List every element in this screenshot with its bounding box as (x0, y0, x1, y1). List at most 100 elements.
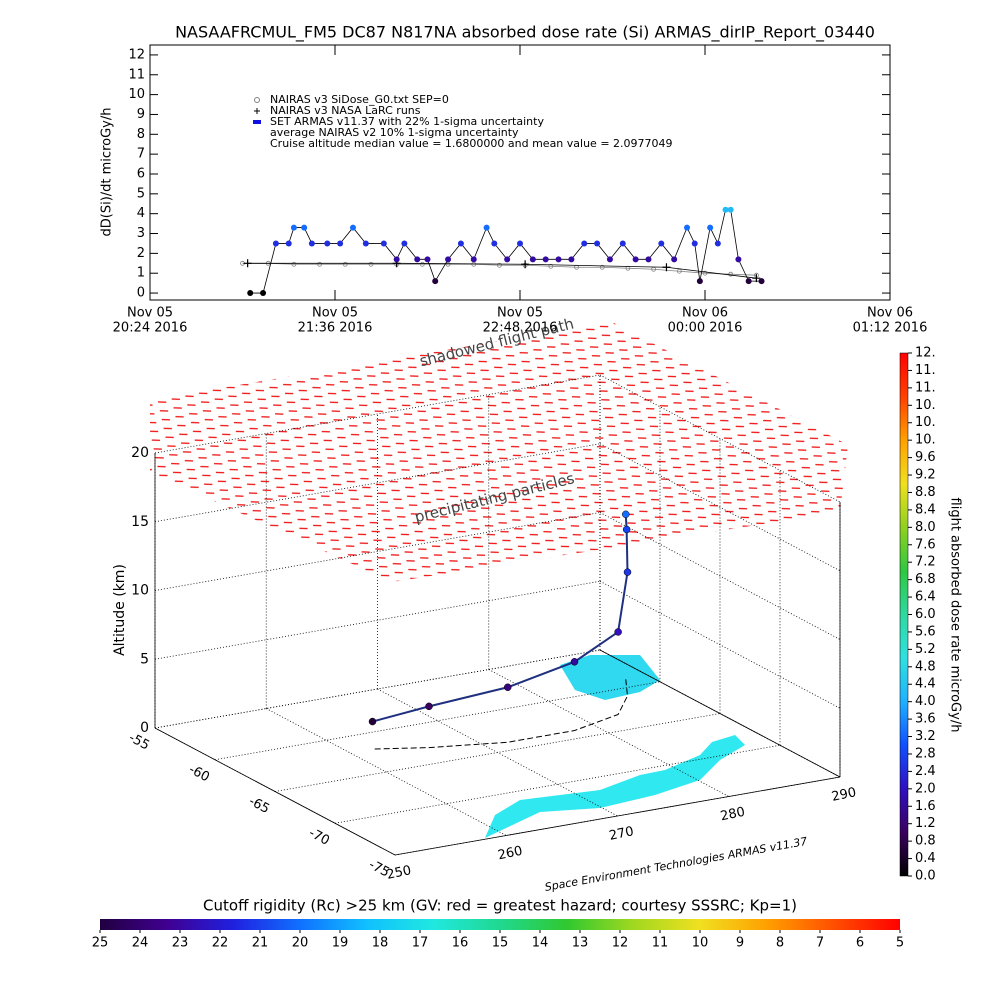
data-point (707, 224, 714, 231)
colorbar-tick-label: 2.8 (915, 746, 936, 761)
colorbar-tick-label: 21 (252, 936, 269, 951)
data-point (645, 256, 652, 263)
data-point (285, 240, 292, 247)
flight-point (504, 683, 512, 691)
colorbar-tick-label: 0.4 (915, 851, 936, 866)
data-point (470, 256, 477, 263)
x-tick-label: 22:48 2016 (483, 321, 558, 336)
legend-label: NAIRAS v3 SiDose_G0.txt SEP=0 (270, 93, 449, 106)
y-tick-label: -70 (306, 826, 332, 849)
data-point (272, 240, 279, 247)
colorbar-tick-label: 10. (915, 433, 936, 448)
data-point (362, 240, 369, 247)
colorbar-tick-label: 6.8 (915, 572, 936, 587)
data-point (432, 278, 439, 285)
flight-point (622, 510, 630, 519)
data-point (714, 240, 721, 247)
data-point (568, 256, 575, 263)
data-point (691, 240, 698, 247)
y-tick-label: 3 (137, 226, 145, 241)
colorbar-tick-label: 13 (572, 936, 589, 951)
colorbar-tick-label: 1.2 (915, 816, 936, 831)
y-tick-label: 9 (137, 107, 145, 122)
colorbar-tick-label: 3.2 (915, 729, 936, 744)
grid-line (266, 708, 507, 836)
data-point (324, 240, 331, 247)
data-point (581, 240, 588, 247)
data-point (606, 256, 613, 263)
x-tick-label: 270 (608, 824, 635, 844)
data-point (380, 240, 387, 247)
colorbar-tick-label: 4.4 (915, 677, 936, 692)
grid-line (214, 681, 661, 761)
flight-point (623, 568, 632, 576)
colorbar-tick-label: 6 (856, 936, 864, 951)
y-tick-label: 4 (137, 206, 145, 221)
data-point (342, 261, 348, 267)
grid-line (154, 580, 601, 660)
landmass (560, 655, 660, 700)
x-tick-label: Nov 05 (497, 306, 543, 321)
data-point (424, 256, 431, 263)
colorbar-tick-label: 15 (492, 936, 509, 951)
colorbar-tick-label: 3.6 (915, 712, 936, 727)
colorbar-tick-label: 11. (915, 363, 936, 378)
data-point (401, 240, 408, 247)
data-point (504, 256, 511, 263)
axis-line (154, 727, 396, 856)
y-tick-label: 2 (137, 246, 145, 261)
data-point (676, 268, 682, 274)
data-point (735, 256, 742, 263)
colorbar-tick-label: 22 (212, 936, 229, 951)
colorbar-tick-label: 5.6 (915, 624, 936, 639)
credit: Space Environment Technologies ARMAS v11… (544, 835, 809, 894)
colorbar-tick-label: 9.6 (915, 450, 936, 465)
legend-marker (254, 108, 260, 114)
y-tick-label: 11 (128, 67, 145, 82)
data-point (758, 278, 765, 285)
plot-frame (149, 44, 891, 301)
data-point (599, 264, 605, 270)
colorbar-tick-label: 10. (915, 415, 936, 430)
data-point (555, 256, 562, 263)
colorbar-tick-label: 10 (692, 936, 709, 951)
data-point (497, 262, 502, 268)
colorbar-tick-label: 25 (92, 936, 109, 951)
hazard-mesh (150, 322, 848, 582)
x-tick-label: Nov 05 (127, 306, 173, 321)
data-point (521, 260, 530, 269)
data-point (619, 240, 626, 247)
colorbar (100, 919, 900, 930)
z-axis-label: Altitude (km) (112, 564, 128, 656)
z-tick-label: 0 (140, 720, 149, 736)
grid-line (154, 512, 601, 591)
x-tick-label: 00:00 2016 (668, 321, 743, 336)
data-point (337, 240, 344, 247)
colorbar-tick-label: 16 (452, 936, 469, 951)
data-point (491, 240, 498, 247)
data-point (632, 256, 639, 263)
colorbar-tick-label: 0.0 (915, 869, 936, 884)
flight-point (614, 628, 622, 636)
colorbar-tick-label: 6.0 (915, 607, 936, 622)
grid-line (488, 669, 729, 797)
y-axis-label: dD(Si)/dt microGy/h (100, 108, 115, 237)
data-point (662, 263, 671, 272)
data-point (529, 256, 536, 263)
y-tick-label: 6 (137, 166, 145, 181)
colorbar-tick-label: 0.8 (915, 834, 936, 849)
flight-point (570, 658, 579, 666)
y-tick-label: -60 (186, 762, 212, 785)
series-line (242, 262, 757, 276)
data-point (419, 261, 425, 267)
colorbar-tick-label: 4.8 (915, 659, 936, 674)
data-point (658, 240, 665, 247)
colorbar-tick-label: 7.6 (915, 537, 936, 552)
series-line (250, 209, 762, 294)
chart-title: NASAAFRCMUL_FM5 DC87 N817NA absorbed dos… (175, 23, 875, 43)
legend-marker (254, 97, 260, 103)
x-tick-label: 290 (830, 785, 857, 805)
data-point (317, 261, 322, 267)
y-tick-label: 10 (128, 87, 145, 102)
